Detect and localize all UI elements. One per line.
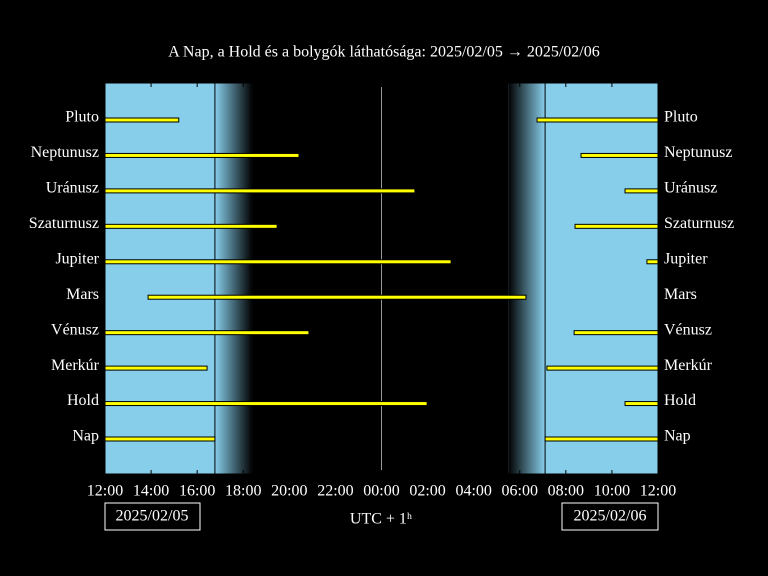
- x-tick-label: 14:00: [133, 483, 169, 500]
- dawn: [508, 83, 546, 474]
- visibility-bar: [580, 152, 659, 158]
- x-axis-label: UTC + 1ʰ: [350, 511, 412, 528]
- x-tick-label: 04:00: [455, 483, 491, 500]
- y-tick-label: Pluto: [65, 109, 99, 126]
- date-box: [561, 502, 659, 531]
- visibility-bar: [104, 401, 428, 407]
- visibility-bar: [104, 223, 278, 229]
- x-tick-label: 10:00: [594, 483, 630, 500]
- x-tick-label: 16:00: [179, 483, 215, 500]
- y-tick-label: Merkúr: [51, 357, 100, 374]
- x-tick-label: 12:00: [640, 483, 676, 500]
- visibility-bar: [104, 365, 208, 371]
- x-tick-label: 00:00: [363, 483, 399, 500]
- visibility-bar: [646, 259, 659, 265]
- x-tick-label: 22:00: [317, 483, 353, 500]
- date-box: [104, 502, 201, 531]
- y-tick-label-right: Vénusz: [664, 321, 712, 338]
- visibility-bar: [104, 188, 416, 194]
- y-tick-label-right: Uránusz: [664, 180, 717, 197]
- y-tick-label-right: Merkúr: [664, 357, 713, 374]
- x-tick-label: 20:00: [271, 483, 307, 500]
- y-tick-label: Jupiter: [55, 250, 99, 267]
- y-tick-label-right: Neptunusz: [664, 144, 732, 161]
- y-tick-label: Vénusz: [51, 321, 99, 338]
- x-tick-label: 06:00: [502, 483, 538, 500]
- visibility-bar: [104, 330, 310, 336]
- y-tick-label-right: Nap: [664, 428, 691, 445]
- y-tick-label: Hold: [67, 392, 99, 409]
- end-date: 2025/02/06: [574, 508, 647, 525]
- x-tick-label: 12:00: [87, 483, 123, 500]
- visibility-bar: [573, 330, 659, 336]
- x-tick-label: 02:00: [409, 483, 445, 500]
- y-tick-label: Szaturnusz: [29, 215, 99, 232]
- night: [252, 83, 509, 474]
- y-tick-label-right: Mars: [664, 286, 697, 303]
- y-tick-label: Neptunusz: [31, 144, 99, 161]
- visibility-bar: [147, 294, 527, 300]
- y-tick-label-right: Jupiter: [664, 250, 708, 267]
- dusk: [214, 83, 253, 474]
- visibility-bar: [104, 436, 216, 442]
- y-tick-label: Mars: [66, 286, 99, 303]
- start-date: 2025/02/05: [116, 508, 189, 525]
- y-tick-label-right: Hold: [664, 392, 696, 409]
- x-tick-label: 18:00: [225, 483, 261, 500]
- visibility-bar: [104, 117, 180, 123]
- visibility-bar: [104, 259, 452, 265]
- y-tick-label-right: Pluto: [664, 109, 698, 126]
- visibility-bar: [536, 117, 659, 123]
- y-tick-label: Nap: [72, 428, 99, 445]
- visibility-bar: [624, 401, 659, 407]
- visibility-bar: [574, 223, 659, 229]
- visibility-bar: [104, 152, 300, 158]
- visibility-bar: [544, 436, 659, 442]
- y-tick-label-right: Szaturnusz: [664, 215, 734, 232]
- visibility-bar: [546, 365, 659, 371]
- visibility-bar: [624, 188, 659, 194]
- x-tick-label: 08:00: [548, 483, 584, 500]
- chart-title: A Nap, a Hold és a bolygók láthatósága: …: [168, 44, 600, 61]
- y-tick-label: Uránusz: [46, 180, 99, 197]
